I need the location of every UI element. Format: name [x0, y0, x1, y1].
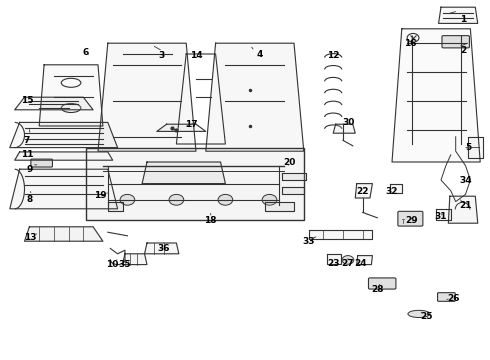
Text: 32: 32	[386, 187, 398, 196]
Polygon shape	[468, 137, 483, 158]
Text: 25: 25	[420, 312, 433, 321]
Polygon shape	[145, 243, 179, 254]
Text: 28: 28	[371, 285, 384, 294]
Text: 16: 16	[404, 40, 417, 49]
Polygon shape	[10, 122, 118, 148]
Text: 2: 2	[460, 46, 466, 55]
Text: 36: 36	[157, 244, 170, 253]
Polygon shape	[439, 7, 478, 23]
Text: 13: 13	[24, 233, 37, 242]
Polygon shape	[98, 43, 196, 151]
Text: 11: 11	[21, 150, 33, 159]
Polygon shape	[357, 256, 372, 265]
Text: 12: 12	[327, 51, 340, 60]
Text: 35: 35	[119, 260, 131, 269]
Text: 5: 5	[465, 143, 471, 152]
Polygon shape	[122, 254, 147, 265]
Text: 14: 14	[190, 51, 202, 60]
Ellipse shape	[408, 310, 430, 318]
Polygon shape	[436, 209, 451, 220]
Circle shape	[169, 194, 184, 205]
Polygon shape	[392, 29, 480, 162]
Text: 31: 31	[435, 212, 447, 220]
Polygon shape	[24, 227, 103, 241]
Text: 26: 26	[447, 294, 460, 303]
Polygon shape	[15, 152, 113, 160]
FancyBboxPatch shape	[86, 148, 304, 220]
Text: 29: 29	[405, 216, 418, 225]
Text: 33: 33	[302, 237, 315, 246]
FancyBboxPatch shape	[398, 211, 423, 226]
Polygon shape	[157, 124, 206, 131]
Text: 3: 3	[159, 51, 165, 60]
Text: 9: 9	[26, 165, 33, 174]
Text: 20: 20	[283, 158, 295, 167]
FancyBboxPatch shape	[442, 36, 469, 48]
Text: 24: 24	[354, 259, 367, 268]
Text: 23: 23	[327, 259, 340, 268]
Circle shape	[120, 194, 135, 205]
Polygon shape	[206, 43, 304, 151]
FancyBboxPatch shape	[31, 159, 52, 167]
FancyBboxPatch shape	[438, 293, 455, 301]
Text: 34: 34	[459, 176, 472, 185]
Text: 8: 8	[26, 195, 32, 204]
Polygon shape	[355, 184, 372, 198]
Polygon shape	[282, 187, 304, 194]
Text: 7: 7	[24, 136, 30, 145]
Circle shape	[342, 256, 354, 264]
Text: 30: 30	[343, 118, 355, 127]
Polygon shape	[15, 97, 93, 110]
Text: 10: 10	[106, 260, 119, 269]
Polygon shape	[39, 65, 103, 126]
Circle shape	[218, 194, 233, 205]
Text: 6: 6	[83, 48, 89, 57]
Text: 19: 19	[94, 191, 107, 199]
Polygon shape	[448, 196, 478, 223]
Circle shape	[262, 194, 277, 205]
Polygon shape	[282, 173, 306, 180]
Text: 4: 4	[256, 50, 263, 59]
Text: 1: 1	[460, 15, 466, 24]
Polygon shape	[327, 254, 341, 264]
Text: 18: 18	[204, 216, 217, 225]
Polygon shape	[390, 184, 402, 193]
Text: 22: 22	[356, 187, 369, 196]
Text: 15: 15	[21, 96, 33, 105]
Text: 17: 17	[185, 120, 197, 129]
Polygon shape	[265, 202, 294, 211]
Polygon shape	[142, 162, 225, 184]
Polygon shape	[10, 169, 118, 209]
Polygon shape	[333, 124, 355, 133]
Polygon shape	[108, 202, 122, 211]
Polygon shape	[309, 230, 372, 239]
FancyBboxPatch shape	[368, 278, 396, 289]
Text: 21: 21	[459, 201, 472, 210]
Text: 27: 27	[342, 259, 354, 268]
